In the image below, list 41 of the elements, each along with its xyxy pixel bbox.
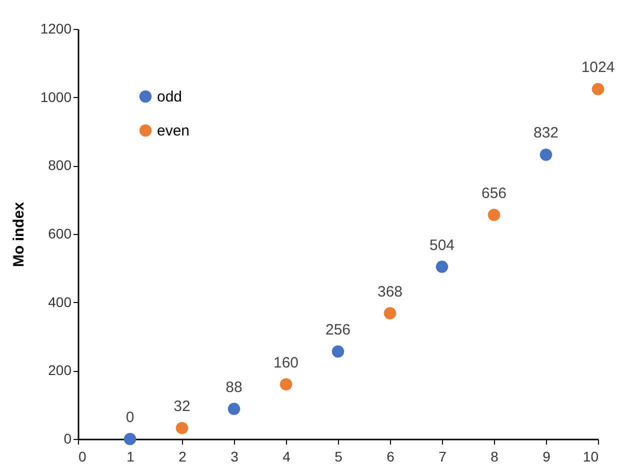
point	[280, 378, 292, 390]
x-tick-label: 3	[230, 448, 239, 464]
x-tick-label: 10	[582, 448, 599, 464]
y-tick-label: 600	[48, 226, 72, 242]
data-label: 88	[226, 378, 242, 396]
y-tick-label: 1200	[40, 20, 72, 36]
legend-label: even	[157, 122, 190, 140]
y-tick-label: 0	[64, 430, 72, 446]
x-tick-label: 2	[178, 448, 187, 464]
x-tick-label: 9	[542, 448, 551, 464]
x-tick-label: 4	[282, 448, 291, 464]
data-label: 256	[325, 322, 351, 339]
point	[592, 83, 604, 96]
point	[540, 148, 552, 161]
x-tick-label: 6	[386, 448, 395, 464]
data-label: 832	[533, 124, 559, 142]
point	[176, 422, 188, 434]
y-tick-label: 400	[48, 294, 72, 310]
y-tick-label: 1000	[40, 88, 72, 105]
point	[384, 307, 396, 320]
point	[332, 345, 344, 358]
data-label: 368	[377, 283, 403, 300]
x-tick-label: 5	[334, 448, 343, 464]
data-label: 160	[273, 354, 299, 372]
data-label: 32	[174, 398, 190, 416]
data-label: 504	[429, 236, 455, 254]
data-label: 656	[481, 184, 507, 202]
x-tick-label: 7	[438, 448, 447, 464]
point	[436, 260, 448, 273]
y-axis-title: Mo index	[10, 201, 28, 268]
point	[488, 208, 500, 221]
data-label: 1024	[581, 59, 615, 76]
x-tick-label: 8	[490, 448, 499, 464]
y-tick-label: 200	[48, 362, 72, 378]
x-tick-label: 1	[126, 448, 135, 464]
data-label: 0	[126, 409, 134, 426]
point	[124, 432, 136, 446]
legend-label: odd	[157, 88, 182, 106]
x-tick-label: 0	[78, 448, 86, 464]
y-tick-label: 800	[48, 157, 72, 174]
point	[228, 402, 240, 416]
